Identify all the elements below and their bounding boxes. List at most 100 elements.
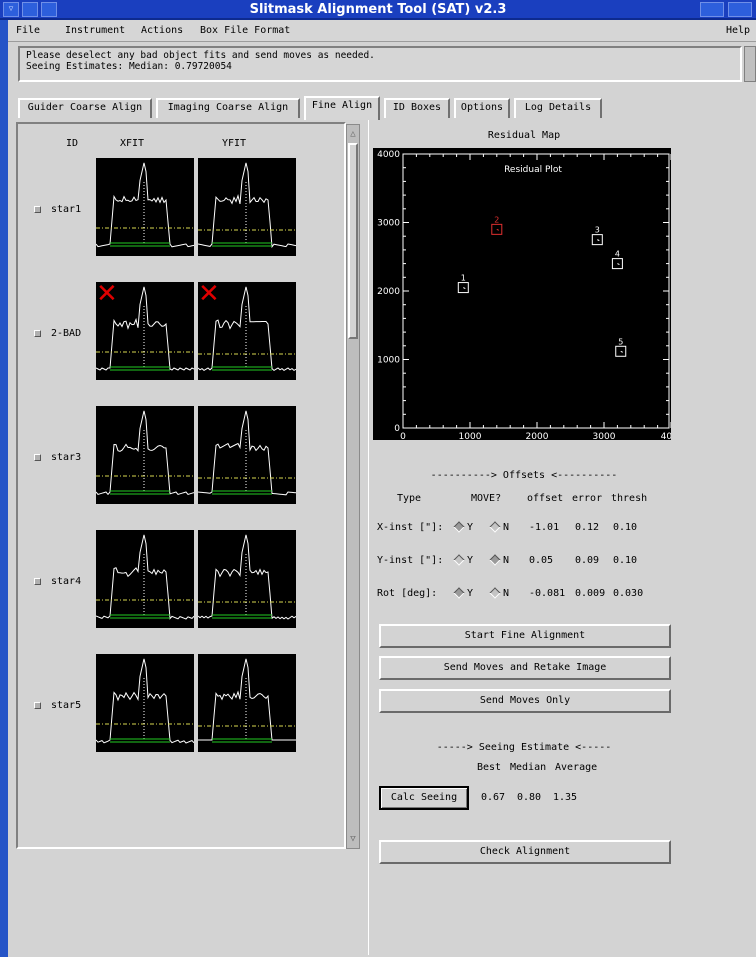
yfit-profile [198,654,296,752]
calc-seeing-button[interactable]: Calc Seeing [379,786,469,810]
x-tick-label: 2000 [526,432,549,440]
fit-select-checkbox[interactable] [34,205,41,213]
xfit-profile [96,406,194,504]
tab-log-details[interactable]: Log Details [514,98,602,118]
menu-box-file-format[interactable]: Box File Format [200,25,291,36]
yfit-profile [198,158,296,256]
error-value: 0.12 [575,522,600,533]
offset-type-label: Rot [deg]: [377,588,438,599]
x-tick-label: 3000 [593,432,616,440]
fit-row-label[interactable]: star4 [34,576,81,587]
offsets-header-error: error [572,493,603,504]
menu-help[interactable]: Help [726,25,751,36]
menu-file[interactable]: File [16,25,41,36]
message-scrollbar[interactable] [744,46,756,82]
message-area: Please deselect any bad object fits and … [18,46,742,82]
move-no-label: N [503,522,510,533]
residual-plot-svg: Residual Plot 0 1000 2000 3000 400(4000 3000 2… [377,150,681,442]
residual-vector [496,228,500,231]
window-title: Slitmask Alignment Tool (SAT) v2.3 [249,2,507,17]
residual-point [615,345,627,357]
y-tick-label: 4000 [377,150,400,160]
residual-vector [620,350,623,353]
move-no-radio[interactable]: N [489,554,509,566]
residual-plot-title: Residual Plot [504,165,562,175]
minimize-button[interactable] [22,2,38,17]
header-xfit: XFIT [120,138,145,149]
fit-row-id: star3 [51,452,82,463]
fit-select-checkbox[interactable] [34,453,41,461]
tab-options[interactable]: Options [454,98,510,118]
header-id: ID [66,138,79,149]
menu-actions[interactable]: Actions [141,25,184,36]
seeing-title: -----> Seeing Estimate <----- [436,742,612,753]
residual-point-label: 5 [618,337,623,346]
yfit-profile [198,530,296,628]
residual-point-label: 2 [494,215,499,224]
close-icon[interactable] [728,2,752,17]
residual-vector [617,263,620,266]
scroll-thumb[interactable] [348,143,358,339]
xfit-profile [96,158,194,256]
residual-point-label: 1 [461,274,466,283]
offsets-header-offset: offset [527,493,564,504]
move-no-label: N [503,588,510,599]
offset-value: -1.01 [529,522,560,533]
move-yes-label: Y [467,555,474,566]
message-line-2: Seeing Estimates: Median: 0.79720054 [26,61,232,72]
menu-instrument[interactable]: Instrument [65,25,126,36]
seeing-header-median: Median [510,762,547,773]
yfit-profile [198,406,296,504]
offset-type-label: X-inst ["]: [377,522,444,533]
move-yes-label: Y [467,522,474,533]
offset-value: 0.05 [529,555,554,566]
scroll-up-icon[interactable]: △ [350,129,356,139]
x-tick-label: 400( [661,432,671,440]
window-option-button[interactable] [700,2,724,17]
bad-fit-icon: ✕ [198,279,220,309]
send-moves-only-button[interactable]: Send Moves Only [379,689,671,713]
fit-row-id: star1 [51,204,82,215]
thresh-value: 0.10 [613,522,638,533]
error-value: 0.009 [575,588,606,599]
window-menu-icon[interactable]: ▿ [3,2,19,17]
fit-select-checkbox[interactable] [34,577,41,585]
move-no-radio[interactable]: N [489,521,510,533]
offsets-header-thresh: thresh [611,493,648,504]
move-yes-radio[interactable]: Y [453,587,474,599]
maximize-button[interactable] [41,2,57,17]
fit-select-checkbox[interactable] [34,701,41,709]
residual-point [591,234,603,246]
move-yes-label: Y [467,588,474,599]
fit-row-label[interactable]: star3 [34,452,81,463]
fit-select-checkbox[interactable] [34,329,41,337]
move-yes-radio[interactable]: Y [453,554,474,566]
fit-panel-scrollbar[interactable]: △ ▽ [346,124,360,849]
xfit-profile [96,530,194,628]
scroll-down-icon[interactable]: ▽ [350,834,356,844]
tab-guider-coarse-align[interactable]: Guider Coarse Align [18,98,152,118]
residual-plot: Residual Plot 0 1000 2000 3000 400(4000 3000 2… [373,148,681,442]
check-alignment-button[interactable]: Check Alignment [379,840,671,864]
tab-imaging-coarse-align[interactable]: Imaging Coarse Align [156,98,300,118]
start-fine-alignment-button[interactable]: Start Fine Alignment [379,624,671,648]
tab-fine-align[interactable]: Fine Align [304,96,380,120]
send-moves-retake-button[interactable]: Send Moves and Retake Image [379,656,671,680]
residual-vector [597,239,600,242]
fit-panel: ID XFIT YFIT star1 2-BAD ✕ ✕ star3 star4 star5 [16,122,346,849]
offset-type-label: Y-inst ["]: [377,555,444,566]
plot-frame [402,153,670,429]
error-value: 0.09 [575,555,600,566]
tab-id-boxes[interactable]: ID Boxes [384,98,450,118]
seeing-average-value: 1.35 [553,792,578,803]
xfit-profile [96,654,194,752]
y-tick-label: 0 [394,424,400,434]
move-no-radio[interactable]: N [489,587,510,599]
fit-row-label[interactable]: star5 [34,700,81,711]
y-tick-label: 1000 [377,356,400,366]
thresh-value: 0.030 [613,588,644,599]
fit-row-label[interactable]: 2-BAD [34,328,81,339]
x-tick-label: 1000 [459,432,482,440]
move-yes-radio[interactable]: Y [453,521,474,533]
fit-row-label[interactable]: star1 [34,204,81,215]
